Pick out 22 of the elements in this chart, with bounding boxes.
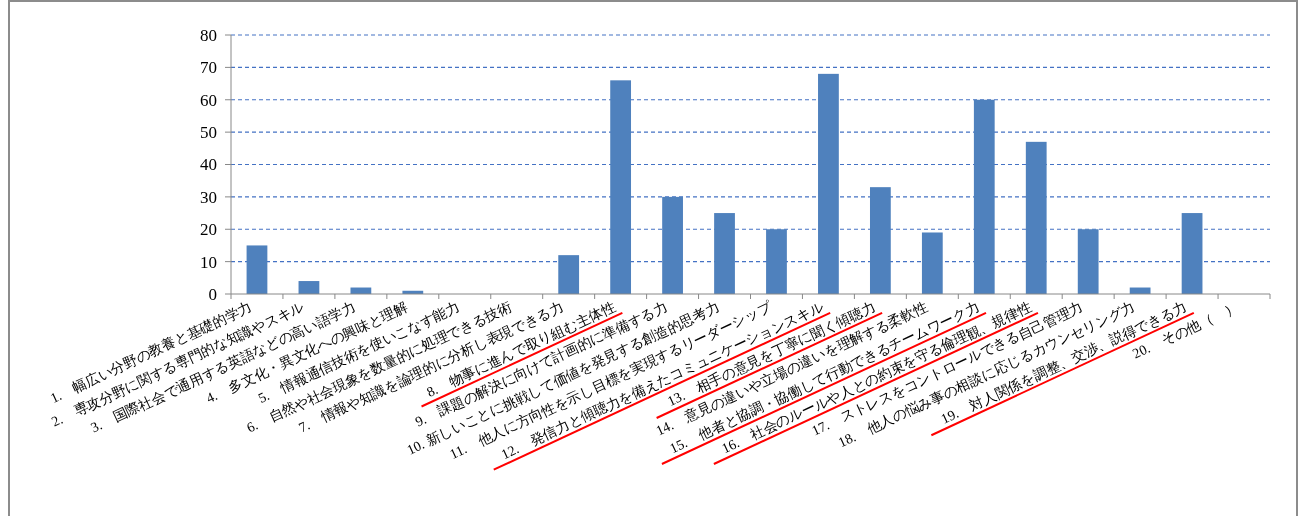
y-tick-label: 30: [200, 187, 217, 207]
bar: [1077, 229, 1099, 294]
bar: [246, 245, 268, 294]
bar: [921, 232, 943, 294]
bar: [558, 255, 580, 294]
bar: [1025, 141, 1047, 294]
bar: [766, 229, 787, 294]
y-tick-label: 40: [200, 155, 217, 175]
bar: [818, 73, 839, 294]
y-tick-label: 50: [200, 123, 217, 143]
bar: [869, 187, 891, 294]
bar: [662, 196, 683, 294]
y-tick-label: 10: [200, 252, 217, 272]
bar: [973, 99, 995, 294]
y-tick-label: 0: [208, 284, 217, 304]
y-tick-label: 60: [200, 90, 217, 110]
bar: [1181, 213, 1203, 294]
y-tick-label: 20: [200, 220, 217, 240]
bar: [714, 213, 735, 294]
bar: [610, 80, 632, 294]
y-tick-label: 70: [200, 58, 217, 78]
y-tick-label: 80: [200, 25, 217, 45]
